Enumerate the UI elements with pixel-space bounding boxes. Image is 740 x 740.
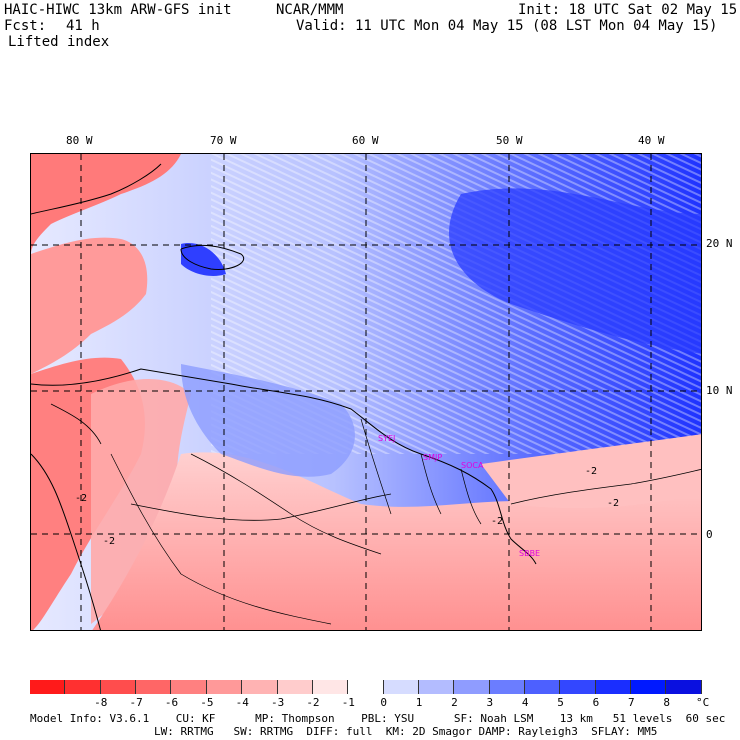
colorbar-swatch	[206, 680, 243, 694]
contour-label: -2	[607, 498, 619, 509]
colorbar-swatch	[666, 680, 702, 694]
colorbar-unit: °C	[696, 696, 710, 709]
colorbar-tick-label: -6	[164, 696, 179, 709]
lon-label-80w: 80 W	[66, 134, 93, 147]
model-info-line-1: Model Info: V3.6.1 CU: KF MP: Thompson P…	[30, 712, 726, 725]
hispaniola-stable-area	[181, 243, 226, 276]
lon-label-50w: 50 W	[496, 134, 523, 147]
lat-label-20n: 20 N	[706, 237, 733, 250]
colorbar-tick-label: -3	[270, 696, 285, 709]
lat-label-10n: 10 N	[706, 384, 733, 397]
graticule	[31, 154, 701, 630]
colorbar-swatch	[560, 680, 596, 694]
colorbar-tick-label: 8	[663, 696, 670, 709]
strong-stable-core	[449, 188, 701, 354]
colorbar-labels: -8 -7 -6 -5 -4 -3 -2 -1 0 1 2 3 4 5 6 7 8	[30, 696, 720, 709]
contour-label: -2	[75, 493, 87, 504]
lifted-index-map: -2 -2 -2 -2 -2 SYEJ SMJP SOCA SBBE	[30, 153, 702, 631]
contour-label: -2	[585, 466, 597, 477]
colorbar-swatch	[136, 680, 172, 694]
colorbar-swatch	[595, 680, 632, 694]
init-time: Init: 18 UTC Sat 02 May 15	[518, 2, 738, 18]
forecast-hour: 41 h	[66, 18, 100, 34]
atlantic-south-instability	[481, 434, 701, 509]
cuba-hispaniola-instability	[31, 154, 181, 254]
contour-label: -2	[491, 516, 503, 527]
station-marker: SYEJ	[378, 434, 396, 443]
venezuela-stable-area	[181, 364, 355, 477]
colorbar-tick-label: 7	[627, 696, 635, 709]
colorbar-swatch	[418, 680, 455, 694]
colorbar-swatch	[631, 680, 667, 694]
colorbar-tick-label: 5	[557, 696, 564, 709]
colorbar-swatch	[171, 680, 207, 694]
colorbar-swatch	[242, 680, 278, 694]
colorbar-swatch	[277, 680, 313, 694]
colorbar-swatch	[525, 680, 561, 694]
forecast-label: Fcst:	[4, 18, 47, 34]
colorbar-tick-label: 4	[521, 696, 529, 709]
caribbean-west-instability	[31, 237, 148, 374]
colorbar-tick-label: -5	[200, 696, 214, 709]
colorbar-swatch	[65, 680, 101, 694]
colorbar-swatch	[30, 680, 66, 694]
borders	[110, 418, 482, 625]
lon-label-60w: 60 W	[352, 134, 379, 147]
colorbar	[30, 680, 710, 694]
colorbar-tick-label: 6	[592, 696, 600, 709]
colorbar-tick-label: 0	[380, 696, 387, 709]
colorbar-swatch	[312, 680, 349, 694]
lon-label-70w: 70 W	[210, 134, 237, 147]
field-name: Lifted index	[8, 34, 110, 50]
station-marker: SBBE	[519, 549, 541, 558]
agency-label: NCAR/MMM	[276, 2, 344, 18]
colorbar-tick-label: -2	[306, 696, 320, 709]
colorbar-tick-label: -1	[341, 696, 355, 709]
lat-label-0: 0	[706, 528, 713, 541]
colorbar-tick-label: -8	[94, 696, 108, 709]
amazon-instability	[92, 452, 701, 630]
valid-time: Valid: 11 UTC Mon 04 May 15 (08 LST Mon …	[296, 18, 718, 34]
colorbar-swatch	[383, 680, 419, 694]
contour-label: -2	[103, 536, 115, 547]
coastlines	[31, 163, 537, 630]
colorbar-tick-label: 1	[415, 696, 423, 709]
station-marker: SOCA	[461, 461, 484, 470]
colorbar-swatch	[348, 680, 384, 694]
lon-label-40w: 40 W	[638, 134, 665, 147]
map-canvas: -2 -2 -2 -2 -2	[31, 154, 701, 630]
colorbar-swatch	[489, 680, 526, 694]
colorbar-swatch	[100, 680, 137, 694]
station-marker: SMJP	[423, 453, 443, 462]
colorbar-tick-label: -4	[235, 696, 249, 709]
nw-south-america-instability	[91, 379, 191, 624]
colorbar-swatch	[454, 680, 490, 694]
model-info-line-2: LW: RRTMG SW: RRTMG DIFF: full KM: 2D Sm…	[154, 725, 658, 738]
contours	[50, 403, 701, 521]
colorbar-tick-label: 3	[486, 696, 494, 709]
colorbar-tick-label: -7	[129, 696, 143, 709]
colorbar-tick-label: 2	[451, 696, 458, 709]
model-title: HAIC-HIWC 13km ARW-GFS init	[4, 2, 232, 18]
